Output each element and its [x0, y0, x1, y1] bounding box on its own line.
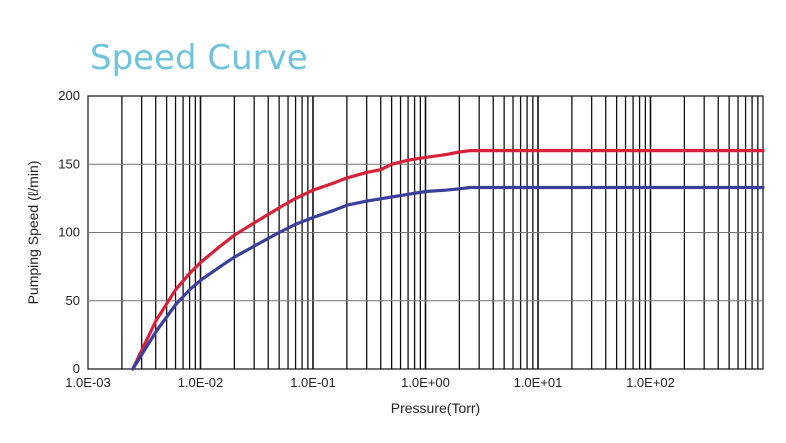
y-tick-label: 50 [66, 293, 80, 308]
x-tick-label: 1.0E-02 [178, 375, 224, 390]
x-tick-label: 1.0E+02 [626, 375, 675, 390]
grid [87, 95, 764, 370]
chart-title: Speed Curve [90, 38, 308, 78]
x-tick-label: 1.0E-03 [65, 375, 111, 390]
series-line-2 [131, 185, 765, 371]
x-axis-label: Pressure(Torr) [391, 400, 480, 416]
y-tick-label: 100 [58, 225, 80, 240]
x-tick-label: 1.0E+01 [514, 375, 563, 390]
series-lines [131, 149, 765, 371]
x-tick-label: 1.0E+00 [401, 375, 450, 390]
y-tick-label: 150 [58, 156, 80, 171]
tick-labels: 0 50 100 150 200 1.0E-03 1.0E-02 1.0E-01 1.0E+00… [58, 88, 675, 390]
series-line-1 [131, 149, 765, 371]
y-axis-label: Pumping Speed (ℓ/min) [25, 161, 41, 305]
y-tick-label: 0 [73, 361, 80, 376]
y-tick-label: 200 [58, 88, 80, 103]
x-tick-label: 1.0E-01 [290, 375, 336, 390]
